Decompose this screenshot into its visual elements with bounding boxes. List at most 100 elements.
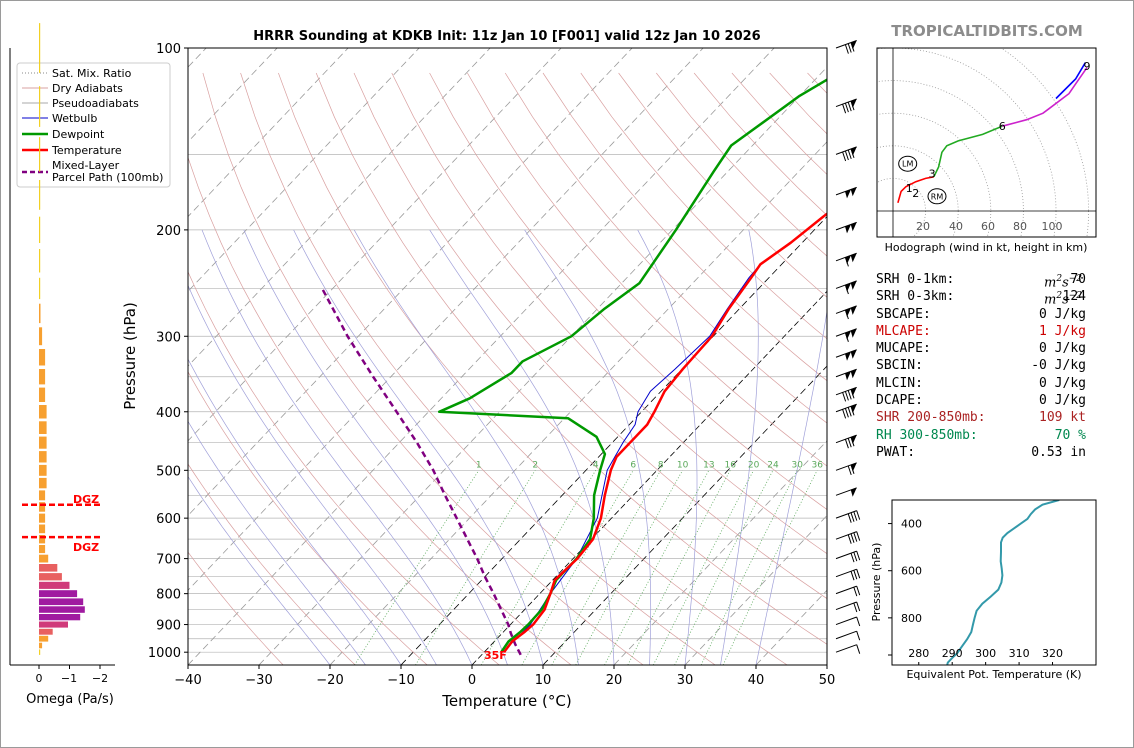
x-tick-label: −10: [387, 673, 414, 688]
omega-bar: [39, 635, 49, 642]
hodograph-plot: 1 23 6 9 LM RM: [877, 48, 1096, 237]
mixing-ratio-label: 10: [677, 460, 689, 470]
thetae-ticks: 280 290 300 310 320 400 600 800: [888, 518, 1063, 665]
wind-barb: [835, 585, 861, 597]
thetae-x-tick-label: 300: [975, 647, 996, 660]
mixing-ratio-line: [354, 470, 480, 665]
wind-barb: [835, 403, 857, 419]
hodo-ring-label: 100: [1042, 220, 1063, 233]
barb-flag: [850, 280, 857, 290]
omega-bar: [39, 303, 41, 324]
stat-value: 124: [1062, 289, 1086, 305]
barb-feather: [847, 513, 852, 523]
y-tick-label: 400: [156, 406, 181, 421]
y-tick-label: 200: [156, 224, 181, 239]
moist-adiabat: [353, 229, 579, 665]
isotherm-line: [188, 48, 420, 292]
hodograph-caption: Hodograph (wind in kt, height in km): [885, 241, 1088, 254]
dry-adiabat: [188, 156, 572, 665]
x-tick-label: 0: [468, 673, 476, 688]
barb-flag: [850, 187, 857, 197]
wind-barb: [835, 146, 857, 162]
x-tick-label: 30: [677, 673, 694, 688]
omega-bar: [39, 513, 46, 523]
wind-barb: [835, 328, 857, 342]
barb-feather: [853, 551, 858, 562]
moist-adiabat: [188, 420, 366, 665]
skewt-axes-frame: [187, 47, 828, 666]
moist-adiabat: [188, 475, 331, 665]
omega-bar: [39, 477, 47, 489]
storm-motion-circle: [927, 188, 947, 205]
omega-bar: [39, 598, 84, 606]
skewt-ylabel: Pressure (hPa): [121, 302, 139, 410]
barb-feather: [844, 332, 849, 342]
barb-feather: [853, 602, 858, 613]
wind-barb: [835, 186, 857, 199]
isotherm-line: [188, 48, 633, 517]
dry-adiabat: [580, 72, 827, 340]
mixing-ratio-label: 8: [658, 460, 664, 470]
omega-bar: [39, 606, 85, 613]
dry-adiabat: [202, 72, 644, 665]
barb-shaft: [835, 568, 857, 578]
legend: Sat. Mix. Ratio Dry Adiabats Pseudoadiab…: [16, 62, 171, 188]
mixed-layer-parcel-path-trace: [320, 287, 522, 656]
legend-label-parcel-2: Parcel Path (100mb): [52, 171, 163, 184]
mixing-ratio-line: [627, 470, 731, 665]
barb-feather: [856, 631, 861, 641]
isotherm-line: [329, 141, 827, 665]
barb-feather: [844, 44, 849, 54]
hodo-segment: [933, 125, 1003, 178]
wind-barb: [835, 40, 857, 54]
wind-barb: [835, 644, 861, 654]
barb-feather: [850, 512, 855, 522]
skewt-background-lines: 1 2 4 6 8 10 13 16 20 24 30 36: [188, 48, 827, 665]
legend-label-parcel: Mixed-Layer: [52, 159, 120, 172]
stat-label: RH 300-850mb:: [876, 427, 978, 443]
dry-adiabat: [429, 72, 827, 510]
barb-feather: [853, 570, 858, 580]
barb-flag: [845, 351, 851, 361]
mixing-ratio-label: 2: [532, 460, 538, 470]
barb-feather: [850, 552, 855, 563]
mixing-ratio-label: 30: [791, 460, 803, 470]
mixing-ratio-label: 16: [724, 460, 736, 470]
omega-bar: [39, 502, 46, 512]
stat-value: -0 J/kg: [1031, 358, 1086, 374]
barb-feather: [853, 586, 858, 597]
hodo-height-label: 1: [906, 182, 913, 195]
omega-tick-1: −1: [61, 672, 77, 685]
mixing-ratio-line: [652, 470, 754, 665]
wind-barb: [835, 280, 857, 295]
dry-adiabat: [391, 72, 827, 555]
barb-feather: [850, 389, 855, 399]
barb-feather: [844, 150, 849, 161]
y-tick-label: 100: [156, 42, 181, 57]
barb-feather: [847, 407, 852, 417]
hodo-height-label: 6: [999, 120, 1006, 133]
wind-barb: [835, 368, 857, 381]
x-tick-label: 10: [535, 673, 552, 688]
wind-barb: [835, 550, 861, 563]
stat-label: SHR 200-850mb:: [876, 410, 986, 426]
barb-shaft: [835, 550, 857, 560]
thetae-plot: [946, 500, 1060, 665]
dry-adiabat: [315, 72, 827, 645]
mixing-ratio-line: [551, 470, 662, 665]
omega-bar: [39, 451, 47, 463]
barb-feather: [856, 616, 861, 627]
thetae-ylabel: Pressure (hPa): [870, 543, 883, 622]
omega-bar: [39, 524, 46, 534]
wind-barb: [835, 252, 857, 267]
barb-feather: [856, 585, 861, 596]
barb-feather: [856, 510, 861, 520]
hodo-height-label: 3: [929, 168, 936, 181]
legend-label-pseudo: Pseudoadiabats: [52, 97, 139, 110]
omega-bar: [39, 349, 46, 366]
barb-feather: [847, 390, 852, 400]
barb-feather: [842, 104, 847, 114]
barb-feather: [850, 100, 855, 111]
storm-motion-circle: [898, 155, 918, 172]
